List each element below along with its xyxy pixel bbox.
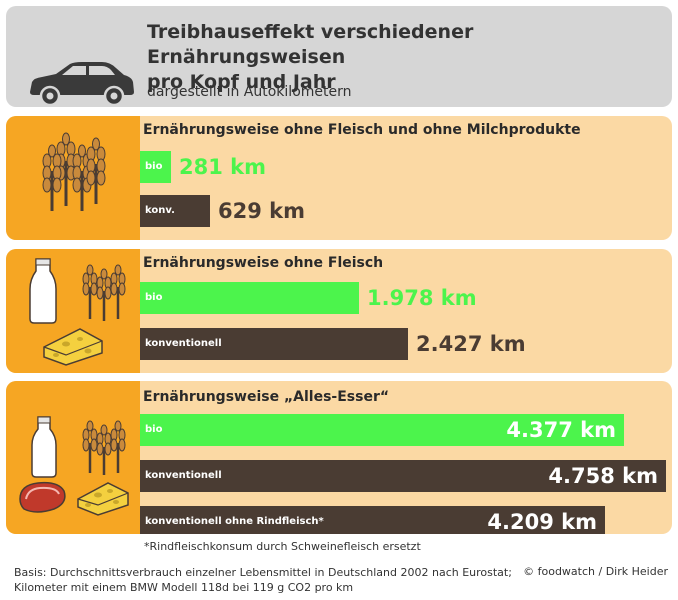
bar-label: konventionell ohne Rindfleisch*: [145, 516, 324, 527]
bar-vegetarian-bio: bio: [140, 282, 359, 314]
section-omnivore: Ernährungsweise „Alles-Esser“ bio 4.377 …: [6, 381, 672, 534]
wheat-icon: [82, 420, 126, 475]
section-vegan: Ernährungsweise ohne Fleisch und ohne Mi…: [6, 116, 672, 240]
bar-vegan-konv: konv.: [140, 195, 210, 227]
bar-label: konv.: [145, 205, 175, 216]
value-omnivore-bio: 4.377 km: [506, 418, 616, 442]
value-vegan-bio: 281 km: [179, 155, 266, 179]
footnote: *Rindfleischkonsum durch Schweinefleisch…: [144, 540, 421, 553]
bar-vegetarian-konv: konventionell: [140, 328, 408, 360]
value-omnivore-konv-ohne-rind: 4.209 km: [487, 510, 597, 534]
chart-subtitle: dargestellt in Autokilometern: [147, 84, 352, 100]
bar-vegan-bio: bio: [140, 151, 171, 183]
icon-panel: [6, 116, 140, 240]
header-panel: Treibhauseffekt verschiedener Ernährungs…: [6, 6, 672, 107]
icon-panel: [6, 249, 140, 373]
title-line-2: pro Kopf und Jahr: [147, 71, 336, 93]
bar-omnivore-konv-ohne-rind: konventionell ohne Rindfleisch*: [140, 506, 605, 534]
value-vegetarian-konv: 2.427 km: [416, 332, 526, 356]
bar-label: konventionell: [145, 338, 222, 349]
section-title-vegan: Ernährungsweise ohne Fleisch und ohne Mi…: [143, 122, 581, 138]
value-vegetarian-bio: 1.978 km: [367, 286, 477, 310]
bar-label: bio: [145, 424, 163, 435]
source-note: Basis: Durchschnittsverbrauch einzelner …: [14, 565, 512, 595]
chart-title: Treibhauseffekt verschiedener Ernährungs…: [147, 20, 672, 95]
wheat-icon: [42, 132, 106, 211]
section-title-vegetarian: Ernährungsweise ohne Fleisch: [143, 255, 384, 271]
car-icon: [30, 62, 134, 106]
credit: © foodwatch / Dirk Heider: [523, 565, 668, 578]
bar-label: bio: [145, 292, 163, 303]
section-icons: [19, 416, 129, 516]
section-vegetarian: Ernährungsweise ohne Fleisch bio 1.978 k…: [6, 249, 672, 373]
value-omnivore-konv: 4.758 km: [548, 464, 658, 488]
wheat-icon: [82, 264, 126, 321]
bar-omnivore-bio: bio: [140, 414, 624, 446]
source-line-2: Kilometer mit einem BMW Modell 118d bei …: [14, 581, 354, 594]
bar-label: konventionell: [145, 470, 222, 481]
milk-bottle-icon: [31, 416, 57, 478]
cheese-icon: [43, 328, 103, 366]
bar-omnivore-konv: konventionell: [140, 460, 666, 492]
bar-label: bio: [145, 161, 163, 172]
section-icons: [29, 258, 126, 366]
title-line-1: Treibhauseffekt verschiedener Ernährungs…: [147, 21, 474, 68]
steak-icon: [19, 481, 66, 513]
milk-bottle-icon: [29, 258, 57, 324]
source-line-1: Basis: Durchschnittsverbrauch einzelner …: [14, 566, 512, 579]
section-title-omnivore: Ernährungsweise „Alles-Esser“: [143, 389, 390, 405]
icon-panel: [6, 381, 140, 534]
cheese-icon: [77, 482, 129, 516]
value-vegan-konv: 629 km: [218, 199, 305, 223]
